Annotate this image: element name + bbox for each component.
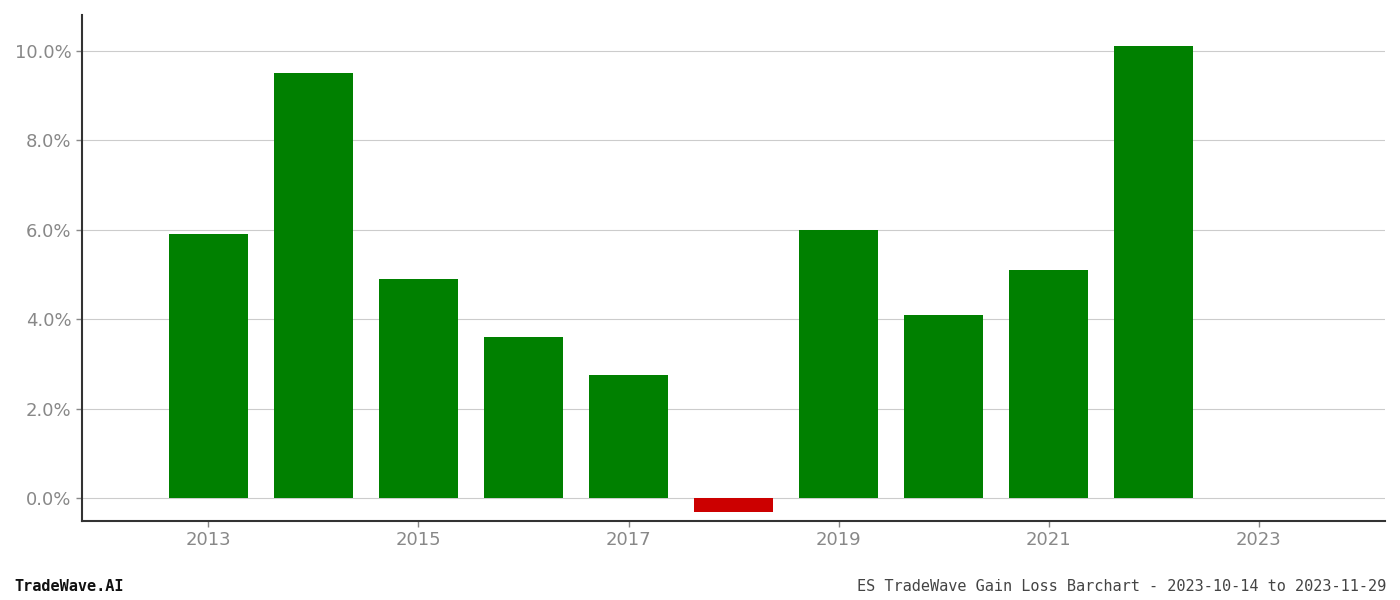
Bar bbox=[379, 279, 458, 498]
Text: TradeWave.AI: TradeWave.AI bbox=[14, 579, 123, 594]
Bar bbox=[589, 375, 668, 498]
Bar bbox=[169, 234, 248, 498]
Bar bbox=[274, 73, 353, 498]
Bar bbox=[694, 498, 773, 512]
Text: ES TradeWave Gain Loss Barchart - 2023-10-14 to 2023-11-29: ES TradeWave Gain Loss Barchart - 2023-1… bbox=[857, 579, 1386, 594]
Bar bbox=[799, 230, 878, 498]
Bar bbox=[484, 337, 563, 498]
Bar bbox=[1114, 46, 1193, 498]
Bar bbox=[904, 315, 983, 498]
Bar bbox=[1009, 270, 1088, 498]
